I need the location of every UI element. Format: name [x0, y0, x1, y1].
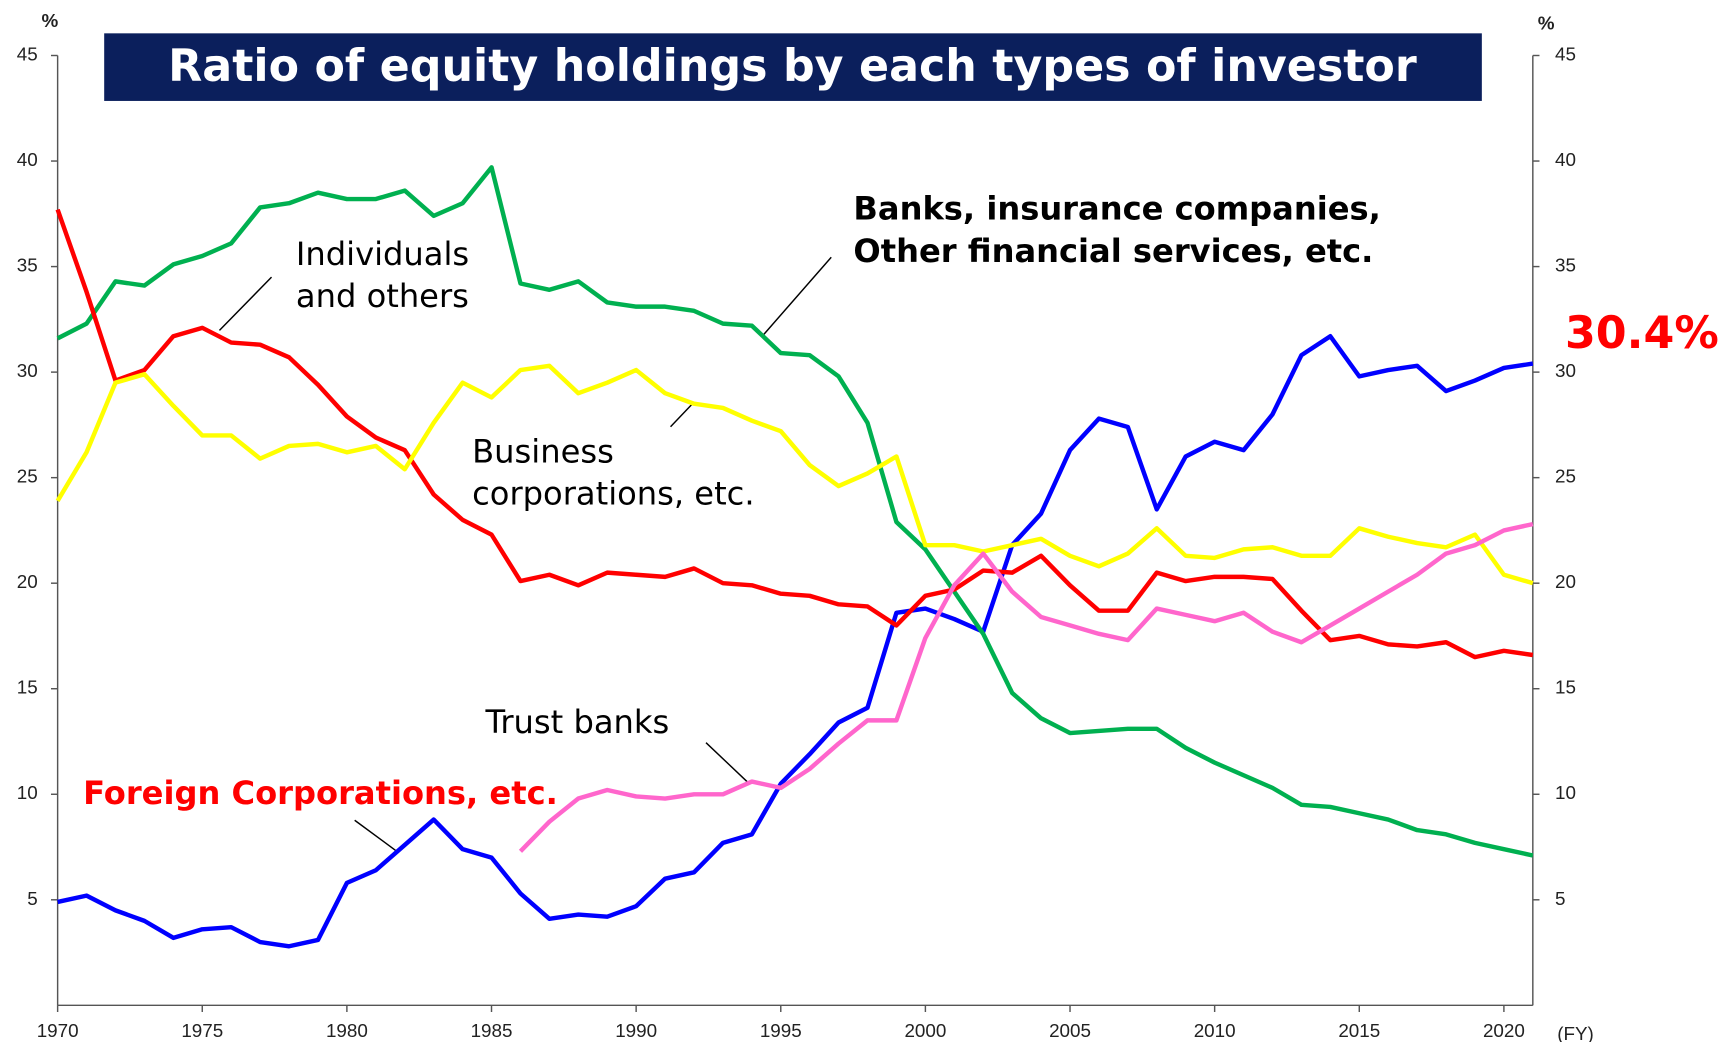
y2-unit: %	[1538, 12, 1555, 33]
series-label: Trust banks	[484, 703, 669, 741]
x-tick-label: 2015	[1338, 1020, 1380, 1041]
series-line	[56, 165, 1534, 858]
chart-title: Ratio of equity holdings by each types o…	[168, 41, 1417, 92]
y-tick-label: 10	[17, 782, 38, 803]
series-label: Banks, insurance companies, Other financi…	[853, 190, 1380, 270]
y2-tick-label: 40	[1555, 149, 1576, 170]
x-tick-label: 2020	[1483, 1020, 1525, 1041]
leader-line	[218, 276, 273, 331]
series-label-line: Foreign Corporations, etc.	[83, 774, 558, 812]
series-label-line: Individuals	[296, 235, 469, 273]
series-line	[55, 363, 1534, 586]
y-tick-label: 45	[17, 43, 38, 64]
y2-tick-label: 5	[1555, 888, 1565, 909]
series-label-line: Business	[472, 432, 614, 470]
leader-line	[761, 256, 832, 337]
y-tick-label: 25	[17, 466, 38, 487]
title-box	[104, 33, 1482, 101]
y-tick-label: 15	[17, 677, 38, 698]
series-label-line: and others	[296, 277, 469, 315]
x-tick-label: 1980	[326, 1020, 368, 1041]
leader-line	[705, 742, 750, 785]
x-unit: (FY)	[1557, 1023, 1594, 1042]
y2-tick-label: 20	[1555, 571, 1576, 592]
y-tick-label: 40	[17, 149, 38, 170]
y2-tick-label: 15	[1555, 677, 1576, 698]
series-line	[518, 521, 1534, 853]
end-value-annotation: 30.4%	[1565, 308, 1719, 359]
series-label: Foreign Corporations, etc.	[83, 774, 558, 812]
x-tick-label: 1975	[181, 1020, 223, 1041]
x-tick-label: 1995	[760, 1020, 802, 1041]
series-label-line: Banks, insurance companies,	[853, 190, 1380, 228]
series-label-line: corporations, etc.	[472, 475, 754, 513]
x-tick-label: 2010	[1194, 1020, 1236, 1041]
x-tick-label: 1985	[471, 1020, 513, 1041]
x-tick-label: 2005	[1049, 1020, 1091, 1041]
series-label-line: Trust banks	[484, 703, 669, 741]
series-label-line: Other financial services, etc.	[853, 232, 1373, 270]
y2-tick-label: 25	[1555, 466, 1576, 487]
y-tick-label: 30	[17, 360, 38, 381]
leader-line	[670, 403, 694, 428]
y2-tick-label: 10	[1555, 782, 1576, 803]
y-tick-label: 35	[17, 255, 38, 276]
y2-tick-label: 35	[1555, 255, 1576, 276]
series-line	[55, 208, 1534, 660]
leader-line	[354, 819, 398, 852]
x-tick-label: 1990	[615, 1020, 657, 1041]
series-label: Business corporations, etc.	[472, 432, 754, 512]
x-tick-label: 1970	[37, 1020, 79, 1041]
y-unit: %	[42, 10, 59, 31]
x-tick-label: 2000	[904, 1020, 946, 1041]
y2-tick-label: 45	[1555, 43, 1576, 64]
series-line	[57, 334, 1534, 949]
y-tick-label: 5	[27, 888, 37, 909]
series-label: Individuals and others	[296, 235, 469, 315]
y2-tick-label: 30	[1555, 360, 1576, 381]
y-tick-label: 20	[17, 571, 38, 592]
